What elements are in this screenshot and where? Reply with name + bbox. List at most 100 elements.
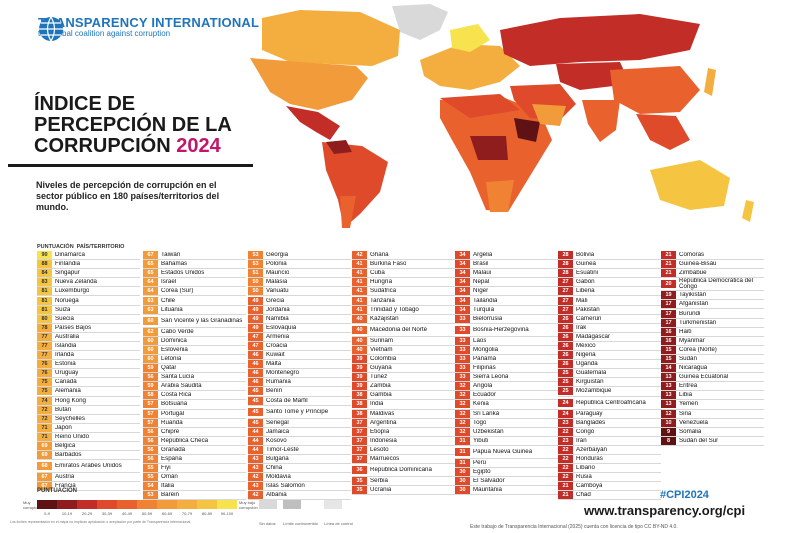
score-badge: 30 [455, 486, 470, 495]
score-badge: 56 [143, 436, 158, 445]
map-new-zealand [742, 200, 754, 222]
table-row: 81 Luxemburgo [37, 287, 140, 297]
country-name: Australia [55, 333, 80, 340]
score-badge: 36 [352, 466, 367, 475]
score-badge: 21 [558, 482, 573, 491]
score-badge: 40 [352, 314, 367, 323]
score-badge: 21 [661, 269, 676, 278]
country-name: Filipinas [473, 365, 496, 372]
website-url[interactable]: www.transparency.org/cpi [584, 503, 746, 518]
legend-range-label: 20-29 [81, 511, 93, 516]
country-name: Senegal [266, 419, 289, 426]
country-name: Ghana [370, 252, 389, 259]
score-badge: 31 [455, 458, 470, 467]
score-badge: 25 [558, 369, 573, 378]
table-row: 41 Trinidad y Tobago [352, 305, 455, 315]
disputed-swatch [283, 500, 301, 509]
country-name: Países Bajos [55, 324, 92, 331]
table-row: 44 Jamaica [248, 427, 351, 437]
country-name: Azerbaiyán [576, 446, 607, 453]
country-name: Ecuador [473, 392, 497, 399]
score-badge: 34 [455, 251, 470, 260]
control-label: Línea de control [324, 521, 353, 526]
table-row: 34 Argelia [455, 251, 558, 261]
table-row: 34 Malaui [455, 269, 558, 279]
country-name: Nigeria [576, 352, 596, 359]
table-row: 37 Indonesia [352, 436, 455, 446]
score-badge: 63 [143, 296, 158, 305]
country-name: Brasil [473, 261, 489, 268]
country-name: República Dominicana [370, 467, 432, 474]
country-name: República Democrática del Congo [679, 278, 753, 291]
table-row: 49 Grecia [248, 296, 351, 306]
score-badge: 22 [558, 473, 573, 482]
score-badge: 12 [661, 409, 676, 418]
table-row: 26 Madagascar [558, 332, 661, 342]
table-row: 21 Camboya [558, 482, 661, 492]
score-badge: 43 [248, 482, 263, 491]
table-row: 30 Mauritania [455, 486, 558, 496]
score-badge: 28 [558, 260, 573, 269]
table-row: 13 Eritrea [661, 382, 764, 392]
map-europe [420, 44, 520, 90]
table-row: 21 Zimbabue [661, 269, 764, 279]
score-badge: 69 [37, 442, 52, 451]
map-russia [500, 14, 700, 66]
table-row: 34 Nepal [455, 278, 558, 288]
country-name: Malasia [266, 279, 288, 286]
score-badge: 40 [352, 345, 367, 354]
country-name: Mozambique [576, 388, 612, 395]
score-badge: 27 [558, 278, 573, 287]
country-name: Arabia Saudita [161, 383, 202, 390]
table-row: 14 Nicaragua [661, 364, 764, 374]
score-badge: 26 [558, 341, 573, 350]
country-name: Angola [473, 383, 493, 390]
table-row: 81 Suiza [37, 305, 140, 315]
table-row: 27 Gabón [558, 278, 661, 288]
table-row: 49 Namibia [248, 314, 351, 324]
country-name: Irán [576, 437, 587, 444]
country-name: Taiwán [161, 252, 181, 259]
score-badge: 37 [352, 445, 367, 454]
table-row: 26 Irak [558, 323, 661, 333]
table-row: 22 Líbano [558, 464, 661, 474]
legend-control-item: Línea de control [324, 500, 353, 526]
score-badge: 47 [248, 332, 263, 341]
legend-range-label: 60-69 [161, 511, 173, 516]
score-badge: 49 [248, 305, 263, 314]
score-badge: 34 [455, 278, 470, 287]
country-name: Mauricio [266, 270, 290, 277]
score-badge: 22 [558, 445, 573, 454]
score-badge: 34 [455, 296, 470, 305]
country-name: Sudán [679, 355, 697, 362]
country-name: Camerún [576, 315, 602, 322]
country-name: Baréin [161, 492, 179, 499]
table-row: 76 Estonia [37, 360, 140, 370]
score-badge: 49 [248, 314, 263, 323]
table-row: 56 República Checa [143, 436, 246, 446]
country-name: Vanuatu [266, 288, 289, 295]
country-name: Congo [576, 428, 595, 435]
country-name: Irlanda [55, 352, 74, 359]
table-row: 75 Canadá [37, 378, 140, 388]
table-row: 24 Paraguay [558, 409, 661, 419]
score-badge: 57 [143, 400, 158, 409]
table-row: 23 Bangladés [558, 418, 661, 428]
table-row: 39 Colombia [352, 354, 455, 365]
table-row: 56 Chipre [143, 427, 246, 437]
map-mexico [286, 106, 340, 140]
score-badge: 43 [248, 464, 263, 473]
score-badge: 60 [143, 345, 158, 354]
country-name: Montenegro [266, 370, 300, 377]
table-row: 43 China [248, 464, 351, 474]
score-badge: 45 [248, 387, 263, 396]
table-row: 32 Angola [455, 382, 558, 392]
score-badge: 40 [352, 336, 367, 345]
country-name: Bielorrusia [473, 315, 503, 322]
table-row: 39 Guyana [352, 364, 455, 374]
title-line-3: CORRUPCIÓN 2024 [34, 136, 254, 157]
table-row: 27 Pakistán [558, 305, 661, 315]
country-name: Bahamas [161, 261, 188, 268]
country-name: Pakistán [576, 306, 600, 313]
country-name: Bosnia-Herzegovina [473, 326, 529, 333]
